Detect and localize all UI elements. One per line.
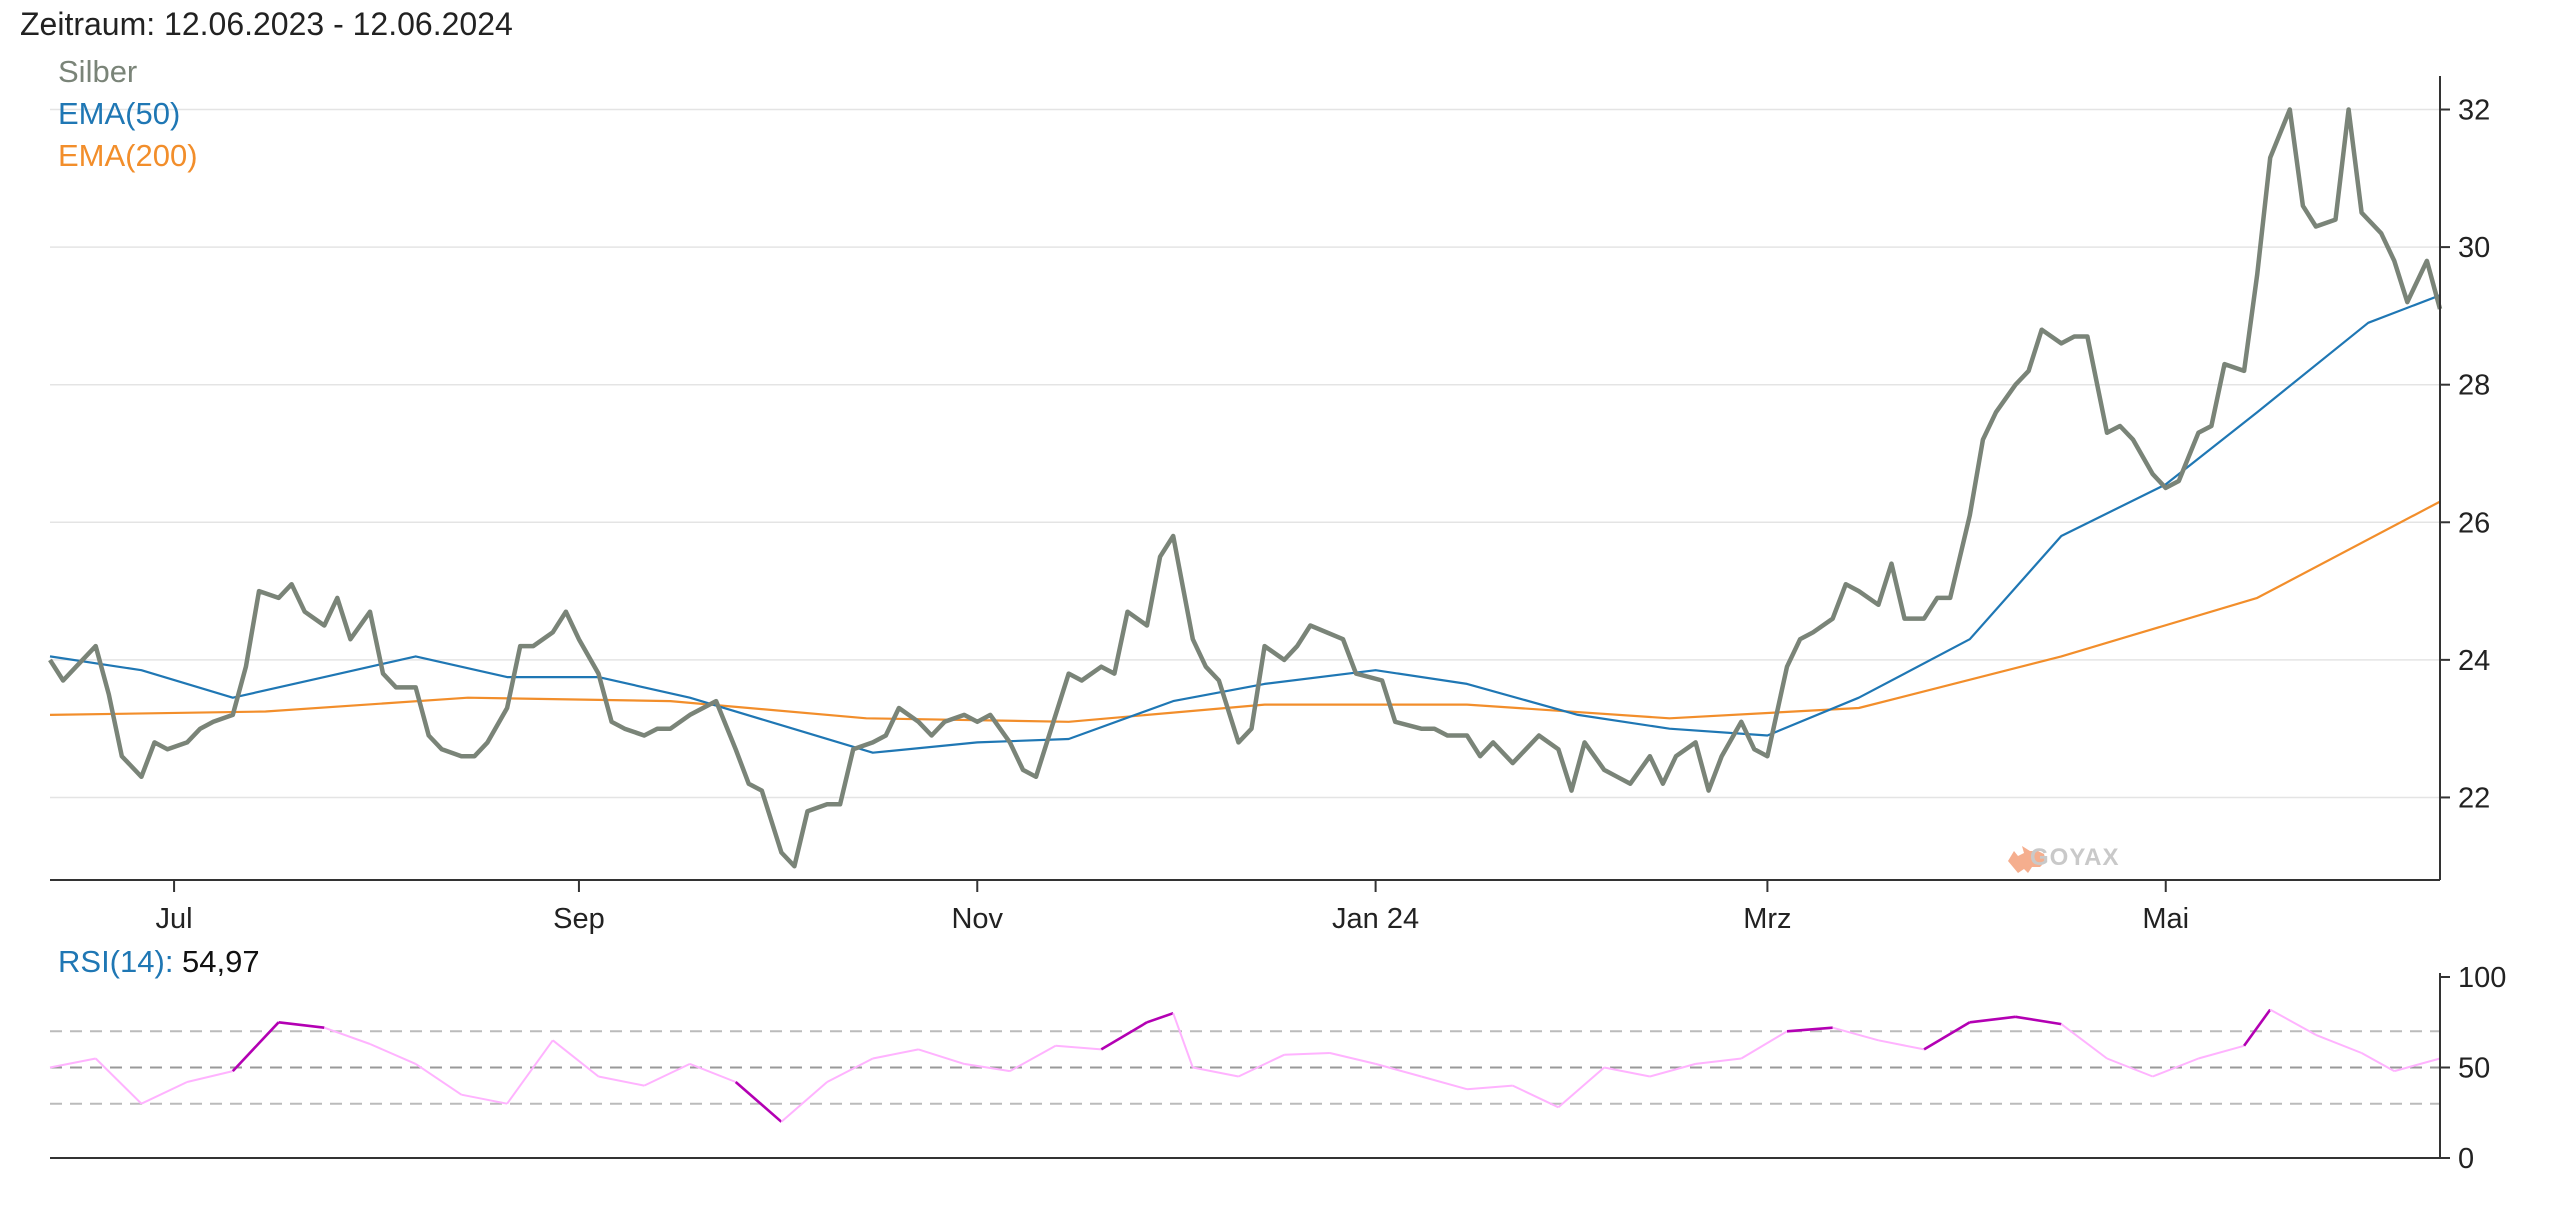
- rsi-segment: [1238, 1053, 1285, 1078]
- rsi-segment: [461, 1093, 508, 1105]
- y-tick-label-32: 32: [2458, 95, 2490, 127]
- main-axes: 22 24 26 28 30 32 Jul Sep Nov Jan 24 Mrz Mai: [50, 76, 2490, 935]
- rsi-segment: [1192, 1066, 1239, 1078]
- rsi-segment: [1466, 1084, 1513, 1091]
- x-tick-label-mai: Mai: [2142, 903, 2189, 935]
- rsi-segment: [780, 1081, 828, 1123]
- rsi-segment: [2243, 1008, 2272, 1047]
- rsi-y-tick-label-100: 100: [2458, 962, 2506, 994]
- rsi-segment: [1604, 1066, 1651, 1078]
- rsi-segment: [278, 1021, 325, 1029]
- rsi-axes: 0 50 100: [50, 962, 2506, 1175]
- rsi-series-group: [49, 1008, 2441, 1123]
- main-series-group: [48, 107, 2443, 869]
- rsi-segment: [598, 1075, 645, 1087]
- y-tick-label-30: 30: [2458, 232, 2490, 264]
- rsi-segment: [2361, 1052, 2395, 1072]
- rsi-segment: [918, 1048, 965, 1065]
- rsi-segment: [1421, 1075, 1468, 1091]
- goyax-watermark: GOYAX: [2008, 844, 2119, 873]
- rsi-title: RSI(14): [58, 944, 165, 979]
- rsi-segment: [1329, 1052, 1376, 1065]
- rsi-segment: [49, 1057, 96, 1069]
- rsi-segment: [964, 1062, 1011, 1073]
- rsi-segment: [1695, 1057, 1742, 1065]
- rsi-segment: [2060, 1023, 2108, 1060]
- y-tick-label-24: 24: [2458, 645, 2490, 677]
- series-line-ema-50: [49, 294, 2441, 754]
- rsi-segment: [826, 1057, 874, 1083]
- rsi-segment: [1878, 1039, 1925, 1051]
- y-tick-label-28: 28: [2458, 370, 2490, 402]
- rsi-segment: [1649, 1062, 1696, 1078]
- period-label: Zeitraum: 12.06.2023 - 12.06.2024: [20, 6, 513, 42]
- rsi-segment: [1146, 1011, 1174, 1024]
- rsi-segment: [552, 1039, 600, 1078]
- rsi-segment: [140, 1081, 188, 1105]
- x-tick-label-jan-24: Jan 24: [1332, 903, 1419, 935]
- rsi-segment: [323, 1026, 371, 1045]
- legend-entry-ema-200: EMA(200): [58, 138, 198, 173]
- rsi-segment: [231, 1021, 280, 1072]
- legend: Silber EMA(50) EMA(200): [58, 54, 198, 173]
- rsi-title-line: RSI(14): 54,97: [58, 944, 260, 979]
- rsi-segment: [872, 1048, 919, 1060]
- rsi-segment: [1172, 1012, 1194, 1068]
- rsi-segment: [1832, 1026, 1879, 1042]
- rsi-segment: [734, 1081, 783, 1123]
- rsi-segment: [1969, 1015, 2016, 1024]
- rsi-y-tick-label-0: 0: [2458, 1143, 2474, 1175]
- rsi-segment: [1923, 1021, 1971, 1051]
- main-gridlines: [50, 108, 2440, 799]
- rsi-segment: [1100, 1021, 1148, 1051]
- rsi-segment: [643, 1062, 691, 1087]
- rsi-segment: [415, 1063, 462, 1096]
- rsi-segment: [506, 1039, 554, 1105]
- rsi-segment: [1375, 1062, 1422, 1078]
- rsi-segment: [689, 1062, 737, 1083]
- bull-logo-icon: [2008, 846, 2046, 873]
- rsi-segment: [94, 1057, 143, 1105]
- rsi-segment: [1786, 1026, 1833, 1033]
- rsi-segment: [1557, 1066, 1605, 1109]
- rsi-segment: [369, 1043, 417, 1065]
- rsi-segment: [1512, 1084, 1559, 1109]
- series-line-silber: [48, 107, 2443, 869]
- rsi-colon: :: [165, 944, 182, 979]
- rsi-segment: [186, 1070, 234, 1083]
- legend-entry-silber: Silber: [58, 54, 137, 89]
- x-tick-label-mrz: Mrz: [1743, 903, 1791, 935]
- rsi-segment: [1009, 1044, 1057, 1072]
- rsi-segment: [2015, 1015, 2062, 1026]
- rsi-current-value: 54,97: [182, 944, 260, 979]
- rsi-segment: [1055, 1044, 1102, 1051]
- y-tick-label-26: 26: [2458, 507, 2490, 539]
- rsi-segment: [1740, 1030, 1788, 1060]
- x-tick-label-nov: Nov: [951, 903, 1003, 935]
- rsi-segment: [2198, 1044, 2245, 1060]
- rsi-segment: [1284, 1052, 1330, 1056]
- x-tick-label-sep: Sep: [553, 903, 605, 935]
- series-line-ema-200: [49, 500, 2441, 723]
- rsi-segment: [2269, 1008, 2317, 1036]
- rsi-reference-lines: [50, 1030, 2440, 1105]
- rsi-segment: [2394, 1057, 2441, 1073]
- rsi-header: RSI(14): 54,97: [58, 944, 260, 979]
- rsi-segment: [2106, 1057, 2154, 1078]
- rsi-segment: [2315, 1033, 2362, 1054]
- y-tick-label-22: 22: [2458, 782, 2490, 814]
- legend-entry-ema-50: EMA(50): [58, 96, 180, 131]
- x-tick-label-jul: Jul: [156, 903, 193, 935]
- rsi-y-tick-label-50: 50: [2458, 1053, 2490, 1085]
- rsi-segment: [2152, 1057, 2199, 1078]
- watermark-text: GOYAX: [2030, 844, 2119, 871]
